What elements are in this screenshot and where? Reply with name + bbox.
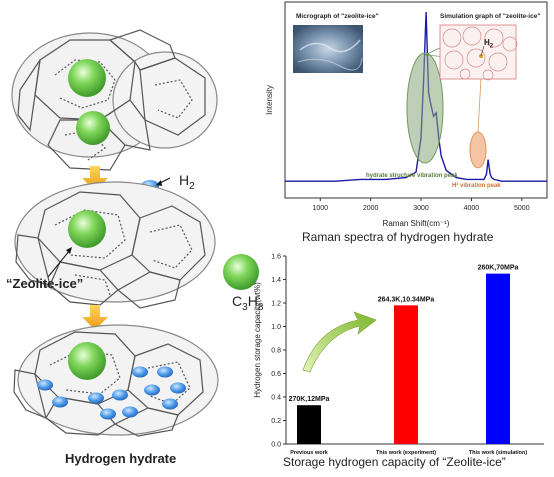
simulation-h2-label: H2 bbox=[484, 38, 494, 50]
bar-data-label: 264.3K,10.34MPa bbox=[378, 296, 435, 303]
bar-y-tick-label: 0.4 bbox=[271, 395, 281, 402]
raman-caption: Raman spectra of hydrogen hydrate bbox=[302, 230, 494, 244]
bar bbox=[486, 273, 510, 444]
micrograph-title: Micrograph of "zeolite-ice" bbox=[296, 13, 379, 20]
bar-data-label: 270K,12MPa bbox=[289, 396, 330, 403]
raman-x-tick-label: 3000 bbox=[413, 205, 429, 212]
h2-label: H2 bbox=[179, 172, 195, 192]
bar-y-axis-label: Hydrogen storage capacity(wt%) bbox=[253, 282, 262, 398]
bar bbox=[394, 305, 418, 444]
bar-y-tick-label: 1.6 bbox=[271, 254, 281, 261]
h2-peak-highlight bbox=[469, 131, 487, 169]
bar-y-tick-label: 0.8 bbox=[271, 348, 281, 355]
bar-data-label: 260K,70MPa bbox=[478, 265, 519, 272]
bar-y-tick-label: 1.4 bbox=[271, 277, 281, 284]
raman-y-axis-label: Intensity bbox=[265, 85, 274, 115]
c3h8-guest-sphere bbox=[68, 210, 106, 248]
bar-y-tick-label: 1.2 bbox=[271, 301, 281, 308]
c3h8-guest-sphere bbox=[68, 342, 106, 380]
c3h8-molecule-sphere bbox=[223, 254, 259, 290]
simulation-inset bbox=[439, 24, 518, 81]
bar-y-tick-label: 1.0 bbox=[271, 324, 281, 331]
hydrogen-hydrate-caption: Hydrogen hydrate bbox=[65, 451, 177, 466]
h2-peak-annotation: H² vibration peak bbox=[452, 183, 501, 189]
cage-cluster-top bbox=[11, 29, 218, 171]
c3h8-guest-sphere bbox=[76, 111, 110, 145]
c3h8-guest-sphere bbox=[68, 59, 106, 97]
hydrate-peak-highlight bbox=[406, 52, 444, 164]
raman-x-axis-label: Raman Shift(cm⁻¹) bbox=[383, 219, 450, 228]
bar-y-tick-label: 0.0 bbox=[271, 442, 281, 449]
raman-spectrum-chart: Intensity Raman Shift(cm⁻¹) 1000 2000 3000… bbox=[265, 1, 548, 228]
bar-category-label: Previous work bbox=[290, 450, 329, 456]
down-arrow-icon bbox=[82, 166, 108, 191]
bar-y-tick-label: 0.6 bbox=[271, 371, 281, 378]
storage-capacity-bar-chart: Hydrogen storage capacity(wt%) 0.0 0.2 0.4… bbox=[253, 254, 544, 456]
hydrate-cage-diagram bbox=[11, 29, 259, 437]
down-arrow-icon bbox=[82, 305, 108, 330]
increase-arrow-icon bbox=[302, 311, 377, 373]
micrograph-inset bbox=[293, 25, 363, 73]
cage-cluster-middle bbox=[14, 181, 216, 309]
simulation-title: Simulation graph of "zeolite-ice" bbox=[440, 13, 541, 20]
zeolite-ice-label: “Zeolite-ice” bbox=[6, 276, 84, 291]
zeolite-pointer-arrow bbox=[47, 249, 71, 278]
raman-x-tick-label: 1000 bbox=[312, 205, 328, 212]
raman-x-tick-label: 2000 bbox=[363, 205, 379, 212]
bar-y-tick-label: 0.2 bbox=[271, 418, 281, 425]
bar-category-label: This work (simulation) bbox=[469, 450, 528, 456]
c3h8-label: C3H8 bbox=[232, 293, 264, 313]
raman-x-tick-label: 5000 bbox=[514, 205, 530, 212]
bar bbox=[297, 405, 321, 444]
bar-category-label: This work (experiment) bbox=[376, 450, 436, 456]
bar-caption: Storage hydrogen capacity of “Zeolite-ic… bbox=[283, 455, 506, 469]
hydrate-peak-annotation: hydrate structure vibration peak bbox=[366, 173, 458, 179]
raman-x-tick-label: 4000 bbox=[464, 205, 480, 212]
h2-filled-molecules bbox=[37, 366, 186, 420]
